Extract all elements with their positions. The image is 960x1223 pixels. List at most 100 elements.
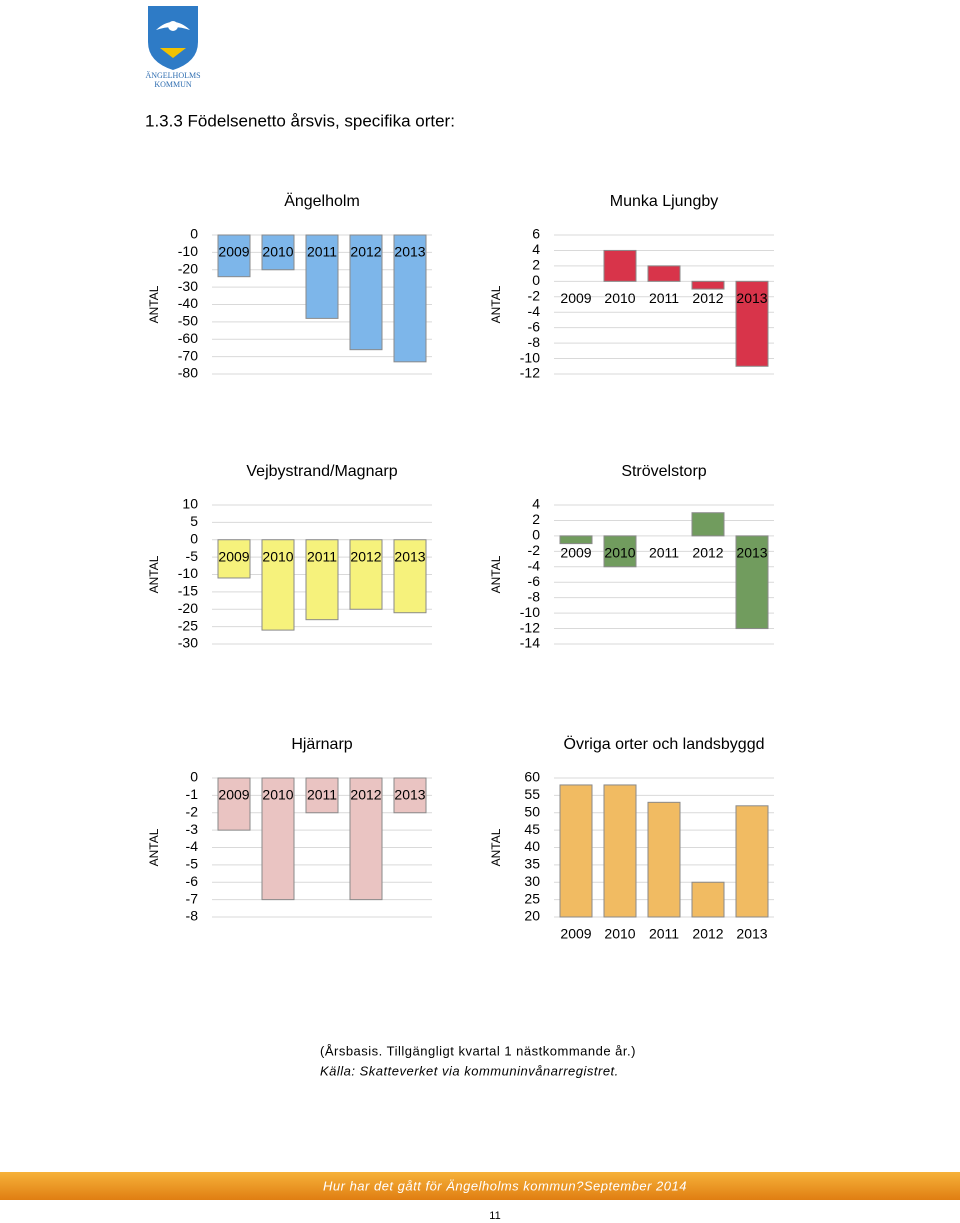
y-tick-label: -20 <box>178 600 198 616</box>
y-tick-label: 25 <box>524 890 540 906</box>
y-tick-label: 2 <box>532 511 540 527</box>
bar <box>735 805 769 918</box>
y-tick-label: -4 <box>186 838 199 854</box>
bar <box>261 539 295 631</box>
bar <box>305 539 339 621</box>
y-tick-label: -60 <box>178 330 198 346</box>
x-tick-label: 2013 <box>736 545 767 561</box>
bar <box>691 512 725 537</box>
chart-title: Vejbystrand/Magnarp <box>246 463 397 480</box>
bar <box>261 777 295 901</box>
x-tick-label: 2011 <box>307 787 337 803</box>
y-tick-label: -70 <box>178 347 198 363</box>
bar <box>393 234 427 363</box>
y-tick-label: -2 <box>186 803 199 819</box>
y-axis-label: ANTAL <box>489 555 503 593</box>
x-tick-label: 2012 <box>692 290 723 306</box>
y-tick-label: 55 <box>524 786 540 802</box>
x-tick-label: 2011 <box>649 545 679 561</box>
bar <box>393 539 427 614</box>
bar <box>261 234 295 271</box>
x-tick-label: 2009 <box>560 290 591 306</box>
y-tick-label: -8 <box>186 908 199 924</box>
note: Källa: Skatteverket via kommuninvånarreg… <box>320 1063 619 1078</box>
x-tick-label: 2010 <box>604 926 635 942</box>
chart-title: Hjärnarp <box>291 736 352 753</box>
x-tick-label: 2012 <box>692 545 723 561</box>
y-axis-label: ANTAL <box>489 285 503 323</box>
x-tick-label: 2013 <box>736 290 767 306</box>
y-tick-label: 10 <box>182 496 198 512</box>
y-tick-label: 40 <box>524 838 540 854</box>
y-tick-label: 0 <box>190 226 198 242</box>
chart-title: Munka Ljungby <box>610 193 719 210</box>
bar <box>603 535 637 568</box>
bar <box>603 249 637 282</box>
y-tick-label: -3 <box>186 821 199 837</box>
y-tick-label: -10 <box>520 604 540 620</box>
y-tick-label: -2 <box>528 287 541 303</box>
y-tick-label: 5 <box>190 513 198 529</box>
x-tick-label: 2010 <box>262 244 293 260</box>
y-tick-label: -8 <box>528 588 541 604</box>
y-tick-label: -80 <box>178 365 198 381</box>
y-tick-label: -4 <box>528 557 541 573</box>
bar <box>349 777 383 901</box>
x-tick-label: 2013 <box>394 548 425 564</box>
y-tick-label: -7 <box>186 890 199 906</box>
chart-title: Ängelholm <box>284 192 360 210</box>
footer-bar <box>0 1172 960 1200</box>
x-tick-label: 2012 <box>350 548 381 564</box>
x-tick-label: 2013 <box>736 926 767 942</box>
bar <box>691 881 725 918</box>
y-tick-label: -6 <box>186 873 199 889</box>
y-tick-label: -10 <box>178 565 198 581</box>
note: (Årsbasis. Tillgängligt kvartal 1 nästko… <box>320 1043 636 1058</box>
bar <box>217 234 251 278</box>
x-tick-label: 2012 <box>350 244 381 260</box>
y-axis-label: ANTAL <box>147 555 161 593</box>
y-tick-label: -5 <box>186 856 199 872</box>
x-tick-label: 2011 <box>307 548 337 564</box>
y-tick-label: 30 <box>524 873 540 889</box>
bar <box>647 801 681 918</box>
x-tick-label: 2009 <box>218 787 249 803</box>
bar <box>217 777 251 831</box>
y-tick-label: -30 <box>178 635 198 651</box>
footer: Hur har det gått för Ängelholms kommun?S… <box>323 1178 687 1193</box>
bar <box>647 265 681 282</box>
charts: ÄngelholmANTAL0-10-20-30-40-50-60-70-802… <box>147 192 774 942</box>
y-tick-label: 45 <box>524 821 540 837</box>
y-tick-label: 60 <box>524 769 540 785</box>
y-tick-label: -4 <box>528 303 541 319</box>
y-tick-label: -12 <box>520 619 540 635</box>
y-tick-label: 2 <box>532 257 540 273</box>
y-tick-label: 20 <box>524 908 540 924</box>
y-axis-label: ANTAL <box>147 828 161 866</box>
y-tick-label: -5 <box>186 548 199 564</box>
y-tick-label: -6 <box>528 318 541 334</box>
x-tick-label: 2012 <box>350 787 381 803</box>
x-tick-label: 2009 <box>560 926 591 942</box>
bar <box>559 535 593 545</box>
bar <box>603 784 637 918</box>
y-axis-label: ANTAL <box>147 285 161 323</box>
y-tick-label: 0 <box>190 769 198 785</box>
y-tick-label: 35 <box>524 856 540 872</box>
y-tick-label: -25 <box>178 617 198 633</box>
y-tick-label: -10 <box>178 243 198 259</box>
bar <box>217 539 251 579</box>
x-tick-label: 2009 <box>218 244 249 260</box>
bar <box>305 234 339 319</box>
y-tick-label: 6 <box>532 226 540 242</box>
x-tick-label: 2009 <box>218 548 249 564</box>
y-tick-label: -6 <box>528 573 541 589</box>
y-tick-label: -8 <box>528 334 541 350</box>
y-tick-label: -20 <box>178 260 198 276</box>
logo: ÄNGELHOLMS KOMMUN <box>145 6 201 89</box>
bar <box>393 777 427 814</box>
y-tick-label: -14 <box>520 635 540 651</box>
y-tick-label: -2 <box>528 542 541 558</box>
y-tick-label: -50 <box>178 313 198 329</box>
x-tick-label: 2010 <box>262 548 293 564</box>
